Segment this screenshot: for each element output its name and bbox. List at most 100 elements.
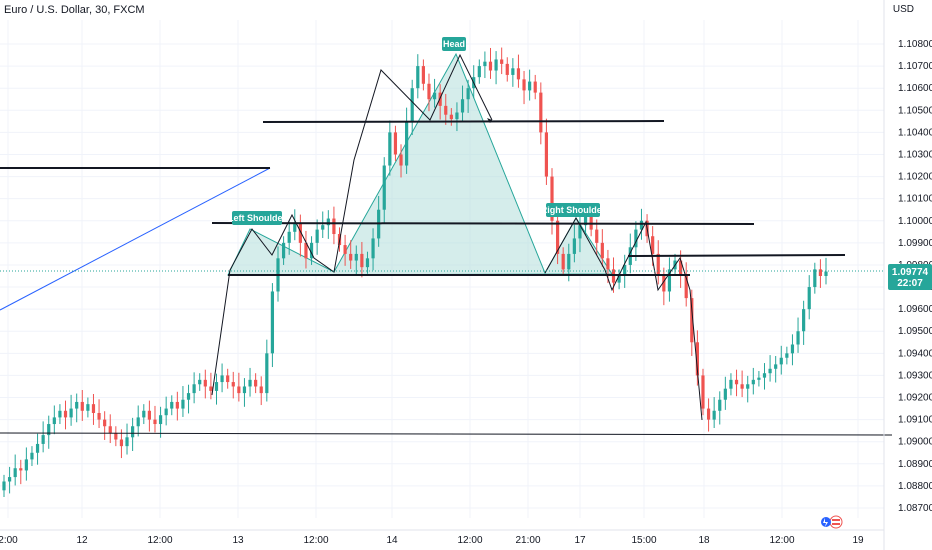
candle-body	[656, 253, 660, 276]
left-shoulder-tag: Left Shoulder	[228, 211, 286, 225]
candle-body	[533, 81, 537, 93]
price-tick-label: 1.10200	[898, 172, 932, 183]
candle-body	[488, 61, 493, 71]
price-tick-label: 1.09200	[898, 393, 932, 404]
candle-body	[192, 384, 196, 394]
candle-body	[315, 229, 319, 243]
candle-body	[768, 368, 772, 374]
candle-body	[254, 379, 258, 387]
candle-body	[790, 344, 795, 354]
candle-body	[555, 220, 560, 254]
candle-body	[432, 92, 437, 100]
candle-body	[181, 399, 185, 409]
candle-body	[405, 121, 409, 166]
candle-body	[712, 410, 716, 420]
candle-body	[595, 229, 599, 243]
zigzag-path-left[interactable]	[211, 53, 493, 396]
candle-body	[186, 393, 191, 400]
shoulder-resistance-line[interactable]	[211, 222, 755, 225]
time-tick-label: 12	[76, 535, 88, 546]
candle-body	[298, 222, 302, 243]
candle-body	[477, 66, 481, 78]
candle-body	[751, 379, 755, 385]
candle-body	[634, 229, 638, 248]
candle-body	[7, 477, 12, 482]
candle-body	[388, 132, 392, 166]
candle-body	[164, 408, 168, 416]
price-tick-label: 1.09300	[898, 370, 932, 381]
time-tick-label: 14	[386, 535, 398, 546]
candle-body	[723, 388, 727, 400]
candle-body	[651, 236, 655, 254]
price-tick-label: 1.08800	[898, 481, 932, 492]
candle-body	[41, 435, 45, 444]
right-shoulder-tag: Right Shoulder	[541, 203, 606, 217]
candle-body	[623, 264, 627, 276]
candle-body	[516, 68, 521, 80]
candle-body	[466, 88, 470, 100]
candle-body	[460, 99, 465, 113]
support-line[interactable]	[0, 432, 893, 436]
candle-body	[824, 271, 828, 276]
current-price-tag: 1.09774 22:07	[888, 264, 932, 290]
candle-body	[30, 452, 34, 460]
candle-body	[785, 353, 789, 358]
candle-body	[114, 432, 118, 440]
time-tick-label: 19	[852, 535, 864, 546]
minor-resistance-line[interactable]	[627, 254, 846, 257]
candle-body	[287, 231, 291, 243]
candle-body	[813, 269, 817, 288]
current-price-value: 1.09774	[892, 267, 929, 278]
price-axis[interactable]: 1.10800 1.10700 1.10600 1.10500 1.10400 1.103…	[883, 0, 932, 550]
candle-body	[142, 410, 146, 418]
price-tick-label: 1.10700	[898, 61, 932, 72]
candle-body	[734, 379, 739, 385]
candle-body	[136, 417, 140, 427]
candle-body	[779, 357, 783, 365]
candle-body	[427, 83, 431, 100]
candle-body	[522, 79, 526, 91]
time-axis[interactable]: 2:00 12 12:00 13 12:00 14 12:00 21:00 17 15:00 18 1…	[0, 529, 884, 546]
candle-body	[444, 105, 448, 115]
candle-body	[158, 415, 163, 425]
candle-body	[293, 222, 297, 232]
candle-body	[281, 242, 286, 259]
candle-body	[662, 276, 666, 292]
zigzag-path-right[interactable]	[544, 216, 703, 421]
candle-body	[500, 59, 504, 64]
candle-body	[606, 258, 610, 270]
candle-body	[718, 399, 722, 411]
blue-trend-line[interactable]	[0, 167, 271, 311]
candle-body	[24, 459, 28, 471]
time-tick-label: 13	[232, 535, 244, 546]
candle-body	[695, 342, 699, 376]
candle-body	[639, 220, 644, 230]
candle-body	[220, 375, 224, 383]
head-and-shoulders-pattern	[227, 52, 613, 276]
price-tick-label: 1.10300	[898, 149, 932, 160]
price-tick-label: 1.09900	[898, 238, 932, 249]
time-tick-label: 21:00	[515, 535, 540, 546]
neckline-head-top[interactable]	[262, 120, 665, 123]
candle-body	[393, 132, 398, 155]
candle-body	[131, 426, 135, 438]
candle-body	[438, 92, 442, 106]
candle-body	[248, 379, 252, 387]
flag-icon[interactable]	[821, 515, 843, 529]
price-tick-label: 1.10600	[898, 83, 932, 94]
candle-body	[80, 401, 84, 411]
candle-body	[774, 364, 778, 369]
candle-body	[175, 401, 179, 409]
price-tick-label: 1.10100	[898, 194, 932, 205]
candle-body	[505, 63, 509, 75]
candle-body	[343, 245, 347, 254]
price-tick-label: 1.08700	[898, 503, 932, 514]
price-tick-label: 1.10400	[898, 127, 932, 138]
price-tick-label: 1.09600	[898, 304, 932, 315]
candle-body	[757, 377, 761, 380]
candle-body	[679, 260, 683, 276]
price-tick-label: 1.09500	[898, 326, 932, 337]
time-tick-label: 18	[698, 535, 710, 546]
candle-body	[19, 468, 23, 471]
